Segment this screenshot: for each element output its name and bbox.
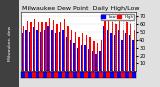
Bar [134, 30, 135, 71]
Bar [110, 72, 114, 78]
Bar [40, 32, 41, 71]
Bar [119, 19, 120, 71]
Bar [104, 16, 106, 71]
Bar [51, 72, 54, 78]
Bar [62, 72, 65, 78]
Bar [103, 72, 106, 78]
Bar [34, 19, 36, 71]
Bar [126, 22, 128, 71]
Bar [36, 72, 39, 78]
Bar [30, 22, 32, 71]
Bar [86, 35, 87, 71]
Bar [51, 30, 52, 71]
Bar [84, 72, 88, 78]
Bar [121, 72, 125, 78]
Bar [33, 27, 34, 71]
Bar [59, 32, 60, 71]
Bar [107, 30, 108, 71]
Bar [22, 33, 23, 71]
Bar [130, 24, 132, 71]
Bar [117, 72, 121, 78]
Bar [36, 30, 38, 71]
Bar [96, 54, 97, 71]
Bar [54, 72, 58, 78]
Bar [103, 26, 104, 71]
Bar [24, 72, 28, 78]
Bar [73, 43, 75, 71]
Bar [71, 30, 72, 71]
Bar [23, 26, 24, 71]
Bar [39, 72, 43, 78]
Bar [125, 33, 126, 71]
Bar [99, 72, 103, 78]
Bar [25, 30, 27, 71]
Bar [92, 51, 93, 71]
Bar [62, 30, 64, 71]
Bar [60, 22, 61, 71]
Bar [115, 24, 117, 71]
Bar [56, 24, 58, 71]
Bar [108, 19, 109, 71]
Bar [93, 41, 95, 71]
Bar [27, 21, 28, 71]
Bar [44, 30, 45, 71]
Bar [55, 33, 56, 71]
Bar [82, 33, 84, 71]
Bar [69, 72, 73, 78]
Bar [48, 26, 49, 71]
Bar [28, 72, 32, 78]
Bar [78, 37, 80, 71]
Bar [99, 51, 100, 71]
Bar [129, 35, 130, 71]
Bar [95, 72, 99, 78]
Bar [132, 72, 136, 78]
Bar [129, 72, 132, 78]
Bar [114, 72, 117, 78]
Bar [58, 72, 62, 78]
Bar [65, 72, 69, 78]
Bar [112, 22, 113, 71]
Bar [88, 72, 91, 78]
Bar [106, 72, 110, 78]
Bar [43, 72, 47, 78]
Bar [66, 37, 67, 71]
Bar [70, 40, 71, 71]
Bar [52, 20, 54, 71]
Bar [123, 30, 124, 71]
Bar [67, 26, 69, 71]
Bar [110, 33, 112, 71]
Bar [32, 72, 36, 78]
Bar [38, 22, 39, 71]
Bar [121, 40, 123, 71]
Bar [84, 45, 86, 71]
Bar [75, 32, 76, 71]
Legend: Low, High: Low, High [101, 14, 134, 20]
Bar [45, 22, 47, 71]
Bar [91, 72, 95, 78]
Bar [80, 72, 84, 78]
Bar [49, 18, 50, 71]
Bar [125, 72, 129, 78]
Bar [88, 49, 89, 71]
Bar [81, 45, 82, 71]
Bar [100, 40, 102, 71]
Bar [76, 72, 80, 78]
Bar [47, 72, 51, 78]
Text: Milwaukee, dew: Milwaukee, dew [8, 26, 12, 61]
Bar [29, 32, 30, 71]
Bar [21, 72, 24, 78]
Bar [132, 40, 134, 71]
Bar [73, 72, 76, 78]
Bar [64, 19, 65, 71]
Bar [41, 22, 43, 71]
Title:   Milwaukee Dew Point  Daily High/Low: Milwaukee Dew Point Daily High/Low [18, 6, 139, 11]
Bar [89, 37, 91, 71]
Bar [118, 30, 119, 71]
Bar [97, 43, 98, 71]
Bar [114, 35, 115, 71]
Bar [77, 48, 78, 71]
